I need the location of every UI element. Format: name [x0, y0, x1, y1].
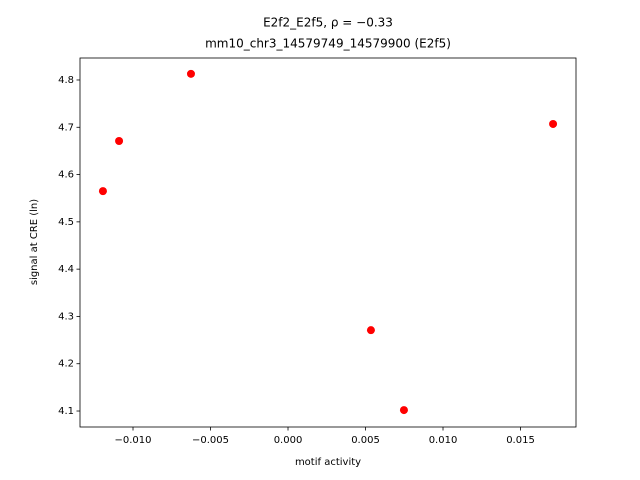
chart-title: E2f2_E2f5, ρ = −0.33	[263, 16, 393, 30]
x-tick-label: 0.015	[506, 435, 535, 446]
y-tick-label: 4.4	[58, 264, 74, 275]
point	[186, 69, 195, 78]
point	[366, 326, 375, 335]
x-tick-label: −0.010	[115, 435, 152, 446]
point	[115, 136, 124, 145]
y-tick-label: 4.5	[58, 217, 74, 228]
y-tick-label: 4.6	[58, 170, 74, 181]
x-tick-label: 0.000	[274, 435, 303, 446]
plot-frame	[79, 57, 577, 428]
y-tick-label: 4.7	[58, 122, 74, 133]
x-tick-label: −0.005	[192, 435, 229, 446]
y-tick-label: 4.2	[58, 359, 74, 370]
x-tick-label: 0.005	[351, 435, 380, 446]
point	[98, 187, 107, 196]
y-tick-label: 4.1	[58, 406, 74, 417]
y-axis-label: signal at CRE (ln)	[29, 199, 40, 285]
y-tick-label: 4.8	[58, 75, 74, 86]
point	[549, 119, 558, 128]
x-tick-label: 0.010	[429, 435, 458, 446]
y-tick-label: 4.3	[58, 311, 74, 322]
point	[399, 406, 408, 415]
x-axis-label: motif activity	[295, 457, 361, 468]
chart-subtitle: mm10_chr3_14579749_14579900 (E2f5)	[205, 37, 451, 51]
